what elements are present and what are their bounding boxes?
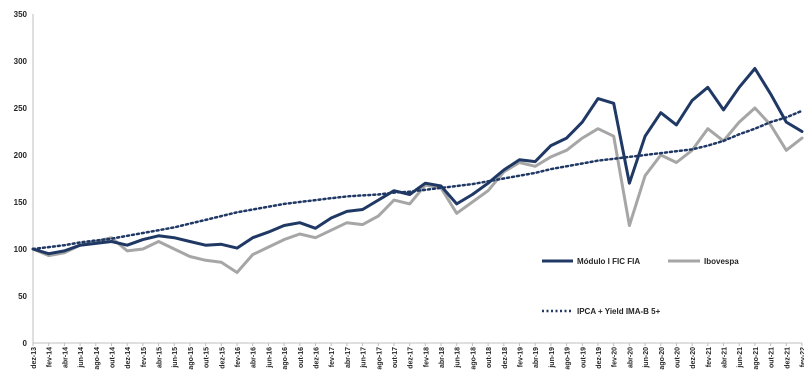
y-tick-label: 350: [14, 10, 28, 19]
y-tick-label: 250: [14, 104, 28, 113]
x-tick-label: out-20: [674, 347, 681, 368]
x-tick-label: abr-19: [533, 347, 540, 368]
x-tick-label: fev-15: [141, 347, 148, 367]
y-tick-label: 300: [14, 57, 28, 66]
series-line-ipca-yield-ima-b-5: [31, 109, 804, 251]
x-tick-label: fev-22: [800, 347, 804, 367]
x-tick-label: fev-21: [706, 347, 713, 367]
x-tick-label: jun-19: [549, 347, 556, 369]
x-tick-label: out-17: [392, 347, 399, 368]
x-tick-label: fev-18: [423, 347, 430, 367]
x-tick-label: dez-21: [784, 347, 791, 369]
x-tick-label: dez-19: [596, 347, 603, 369]
series-line-ibovespa: [31, 106, 804, 274]
legend-label-ipca: IPCA + Yield IMA-B 5+: [577, 307, 661, 316]
x-tick-label: dez-17: [408, 347, 415, 369]
y-tick-label: 50: [18, 292, 27, 301]
x-tick-label: abr-17: [345, 347, 352, 368]
x-tick-label: dez-18: [502, 347, 509, 369]
legend-label-modulo: Módulo I FIC FIA: [577, 257, 640, 266]
x-tick-label: abr-21: [722, 347, 729, 368]
x-tick-label: dez-16: [313, 347, 320, 369]
series-lines: [31, 67, 804, 274]
x-tick-label: abr-16: [251, 347, 258, 368]
y-tick-label: 0: [23, 339, 28, 348]
y-tick-label: 200: [14, 151, 28, 160]
x-tick-labels: dez-13 fev-14 abr-14 jun-14 ago-14 out-14 dez-…: [31, 343, 804, 370]
x-tick-label: ago-16: [282, 347, 289, 370]
x-tick-label: ago-18: [470, 347, 477, 370]
x-tick-label: jun-17: [361, 347, 368, 369]
x-tick-label: fev-19: [518, 347, 525, 367]
x-tick-label: out-18: [486, 347, 493, 368]
x-tick-label: out-15: [204, 347, 211, 368]
x-tick-label: fev-14: [47, 347, 54, 367]
legend: Módulo I FIC FIA Ibovespa IPCA + Yield I…: [542, 257, 739, 316]
x-tick-label: abr-18: [439, 347, 446, 368]
x-tick-label: out-16: [298, 347, 305, 368]
x-tick-label: ago-19: [565, 347, 572, 370]
x-tick-label: out-14: [109, 347, 116, 368]
x-tick-label: ago-14: [94, 347, 101, 370]
x-tick-label: fev-16: [235, 347, 242, 367]
x-tick-label: out-19: [580, 347, 587, 368]
x-tick-label: ago-17: [376, 347, 383, 370]
x-tick-label: ago-15: [188, 347, 195, 370]
x-tick-label: ago-20: [659, 347, 666, 370]
y-tick-label: 100: [14, 245, 28, 254]
x-tick-label: dez-15: [219, 347, 226, 369]
x-tick-label: abr-14: [62, 347, 69, 368]
x-tick-label: jun-14: [78, 347, 85, 369]
series-line-modulo-i-fic-fia: [31, 67, 804, 256]
x-tick-label: out-21: [769, 347, 776, 368]
x-tick-label: jun-16: [266, 347, 273, 369]
y-tick-labels: 0 50 100 150 200 250 300 350: [14, 10, 28, 348]
x-tick-label: abr-15: [157, 347, 164, 368]
x-tick-label: jun-18: [455, 347, 462, 369]
x-tick-label: dez-13: [31, 347, 38, 369]
x-tick-label: ago-21: [753, 347, 760, 370]
x-tick-label: fev-20: [612, 347, 619, 367]
x-tick-label: jun-15: [172, 347, 179, 369]
legend-label-ibovespa: Ibovespa: [704, 257, 739, 266]
x-tick-label: jun-20: [643, 347, 650, 369]
y-tick-label: 150: [14, 198, 28, 207]
x-tick-label: dez-14: [125, 347, 132, 369]
x-tick-label: jun-21: [737, 347, 744, 369]
x-tick-label: dez-20: [690, 347, 697, 369]
x-tick-label: fev-17: [329, 347, 336, 367]
axes: [32, 14, 802, 344]
x-tick-label: abr-20: [627, 347, 634, 368]
